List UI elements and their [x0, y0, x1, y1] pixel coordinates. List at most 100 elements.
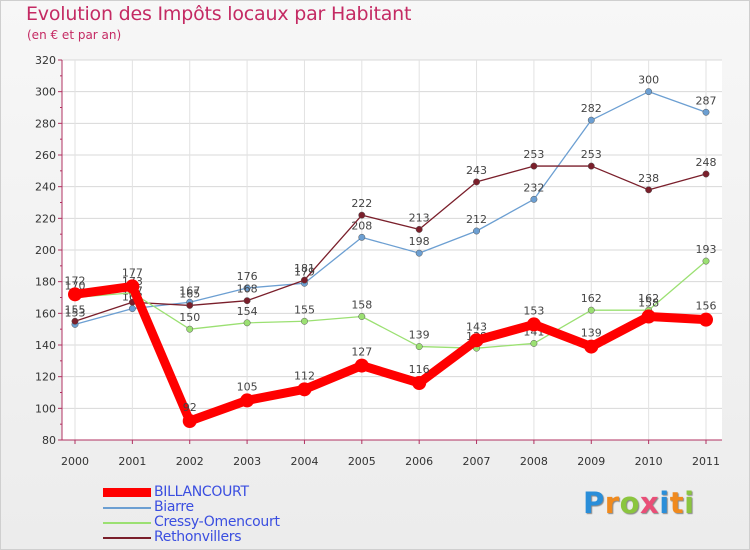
data-label: 150 [179, 311, 200, 324]
x-tick-label: 2005 [348, 455, 376, 468]
y-tick-label: 280 [35, 117, 56, 130]
series-line-rethonvillers [74, 165, 707, 322]
chart-subtitle: (en € et par an) [27, 28, 122, 42]
data-point [473, 178, 480, 186]
legend-label: Biarre [154, 499, 194, 515]
data-label: 127 [351, 346, 372, 359]
y-tick-label: 180 [35, 276, 56, 289]
logo-letter: o [619, 486, 641, 520]
data-point [301, 276, 308, 284]
y-tick-label: 320 [35, 54, 56, 67]
data-label: 143 [466, 320, 487, 333]
x-tick-label: 2007 [463, 455, 491, 468]
data-label: 198 [409, 235, 430, 248]
data-label: 300 [638, 74, 659, 87]
data-point [354, 358, 369, 373]
data-point [415, 225, 423, 233]
series-line-billancourt [70, 281, 711, 426]
data-point [186, 325, 194, 333]
data-point [240, 393, 255, 408]
data-point [243, 284, 251, 292]
legend-swatch [103, 522, 151, 524]
data-point [469, 333, 484, 348]
data-label: 158 [638, 297, 659, 310]
data-label: 212 [466, 213, 487, 226]
data-label: 139 [581, 327, 602, 340]
data-label: 167 [179, 284, 200, 297]
y-tick-label: 120 [35, 371, 56, 384]
data-point [587, 306, 595, 314]
legend-label: Cressy-Omencourt [154, 514, 280, 530]
data-label: 243 [466, 164, 487, 177]
data-label: 172 [65, 274, 86, 287]
x-tick-label: 2001 [118, 455, 146, 468]
x-tick-label: 2002 [176, 455, 204, 468]
y-tick-label: 300 [35, 86, 56, 99]
logo-letter: t [669, 486, 685, 520]
data-point [412, 376, 427, 390]
legend-label: Rethonvillers [154, 529, 242, 545]
logo-letter: x [640, 486, 660, 520]
data-point [645, 186, 653, 194]
data-label: 153 [65, 306, 86, 319]
data-point [358, 233, 366, 241]
data-label: 253 [581, 148, 602, 161]
x-tick-label: 2004 [290, 455, 318, 468]
y-tick-label: 260 [35, 149, 56, 162]
data-label: 116 [409, 363, 430, 376]
data-label: 105 [237, 380, 258, 393]
data-label: 156 [696, 300, 717, 313]
proxiti-logo: Proxiti [583, 486, 695, 520]
data-point [530, 162, 538, 170]
data-label: 232 [523, 181, 544, 194]
data-label: 193 [696, 243, 717, 256]
x-tick-label: 2008 [520, 455, 548, 468]
data-point [415, 343, 423, 351]
data-label: 92 [183, 401, 197, 414]
data-point [530, 339, 538, 347]
data-label: 162 [581, 292, 602, 305]
data-label: 154 [237, 305, 258, 318]
legend-swatch [103, 488, 151, 497]
y-tick-label: 140 [35, 339, 56, 352]
legend-swatch [103, 507, 151, 509]
data-point [473, 227, 480, 235]
data-point [243, 297, 251, 305]
data-point [301, 317, 308, 325]
data-point [68, 287, 82, 302]
data-point [702, 170, 710, 178]
legend-swatch [103, 537, 151, 539]
data-label: 165 [179, 287, 200, 300]
x-tick-label: 2010 [635, 455, 663, 468]
data-label: 213 [409, 211, 430, 224]
x-tick-label: 2006 [405, 455, 433, 468]
data-point [645, 88, 653, 96]
data-point [358, 211, 366, 219]
data-point [125, 279, 140, 294]
chart-title: Evolution des Impôts locaux par Habitant [26, 3, 412, 25]
data-label: 253 [523, 148, 544, 161]
data-point [530, 195, 538, 203]
data-label: 176 [237, 270, 258, 283]
data-point [71, 317, 79, 325]
data-point [587, 162, 595, 170]
data-label: 162 [638, 292, 659, 305]
data-point [243, 319, 251, 327]
data-label: 155 [294, 303, 315, 316]
logo-letter: i [684, 486, 695, 520]
x-tick-label: 2009 [577, 455, 605, 468]
data-point [358, 313, 366, 320]
data-point [699, 312, 713, 327]
data-label: 155 [65, 303, 86, 316]
data-label: 181 [294, 262, 315, 275]
x-tick-label: 2003 [233, 455, 261, 468]
data-point [584, 339, 599, 354]
logo-letter: i [659, 486, 670, 520]
data-label: 287 [696, 94, 717, 107]
data-point [702, 257, 710, 265]
x-tick-label: 2011 [692, 455, 720, 468]
y-tick-label: 100 [35, 402, 56, 415]
data-point [182, 414, 197, 428]
legend-label: BILLANCOURT [154, 484, 249, 500]
